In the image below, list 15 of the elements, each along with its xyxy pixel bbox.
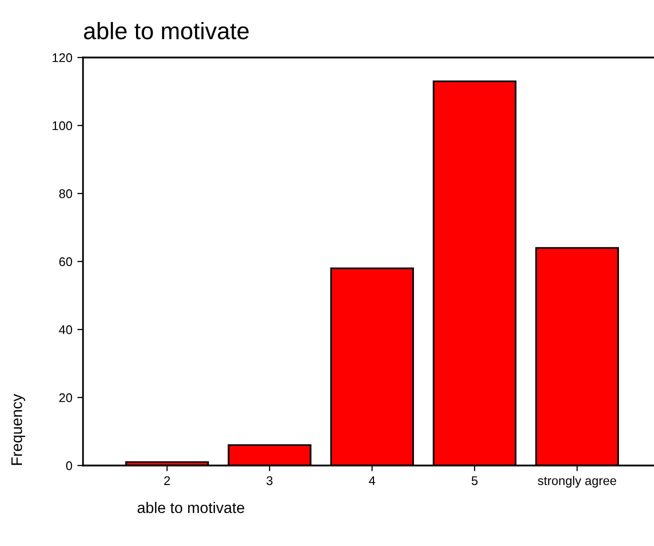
y-tick-label: 120 [52,53,72,62]
x-tick-label: 4 [368,476,376,485]
y-tick-label: 80 [59,189,72,198]
y-tick-label: 60 [59,257,72,266]
y-tick-label: 0 [66,461,72,470]
y-axis-title: Frequency [11,394,26,465]
x-axis-title: able to motivate [138,502,244,514]
x-tick-label: 5 [472,476,478,486]
x-tick-label: 2 [164,476,170,485]
chart-title: able to motivate [84,22,249,40]
x-tick-label: strongly agree [538,476,616,488]
x-tick-label: 3 [266,476,272,486]
y-tick-label: 20 [59,393,72,402]
y-tick-label: 40 [58,325,72,334]
y-tick-label: 100 [52,121,72,130]
